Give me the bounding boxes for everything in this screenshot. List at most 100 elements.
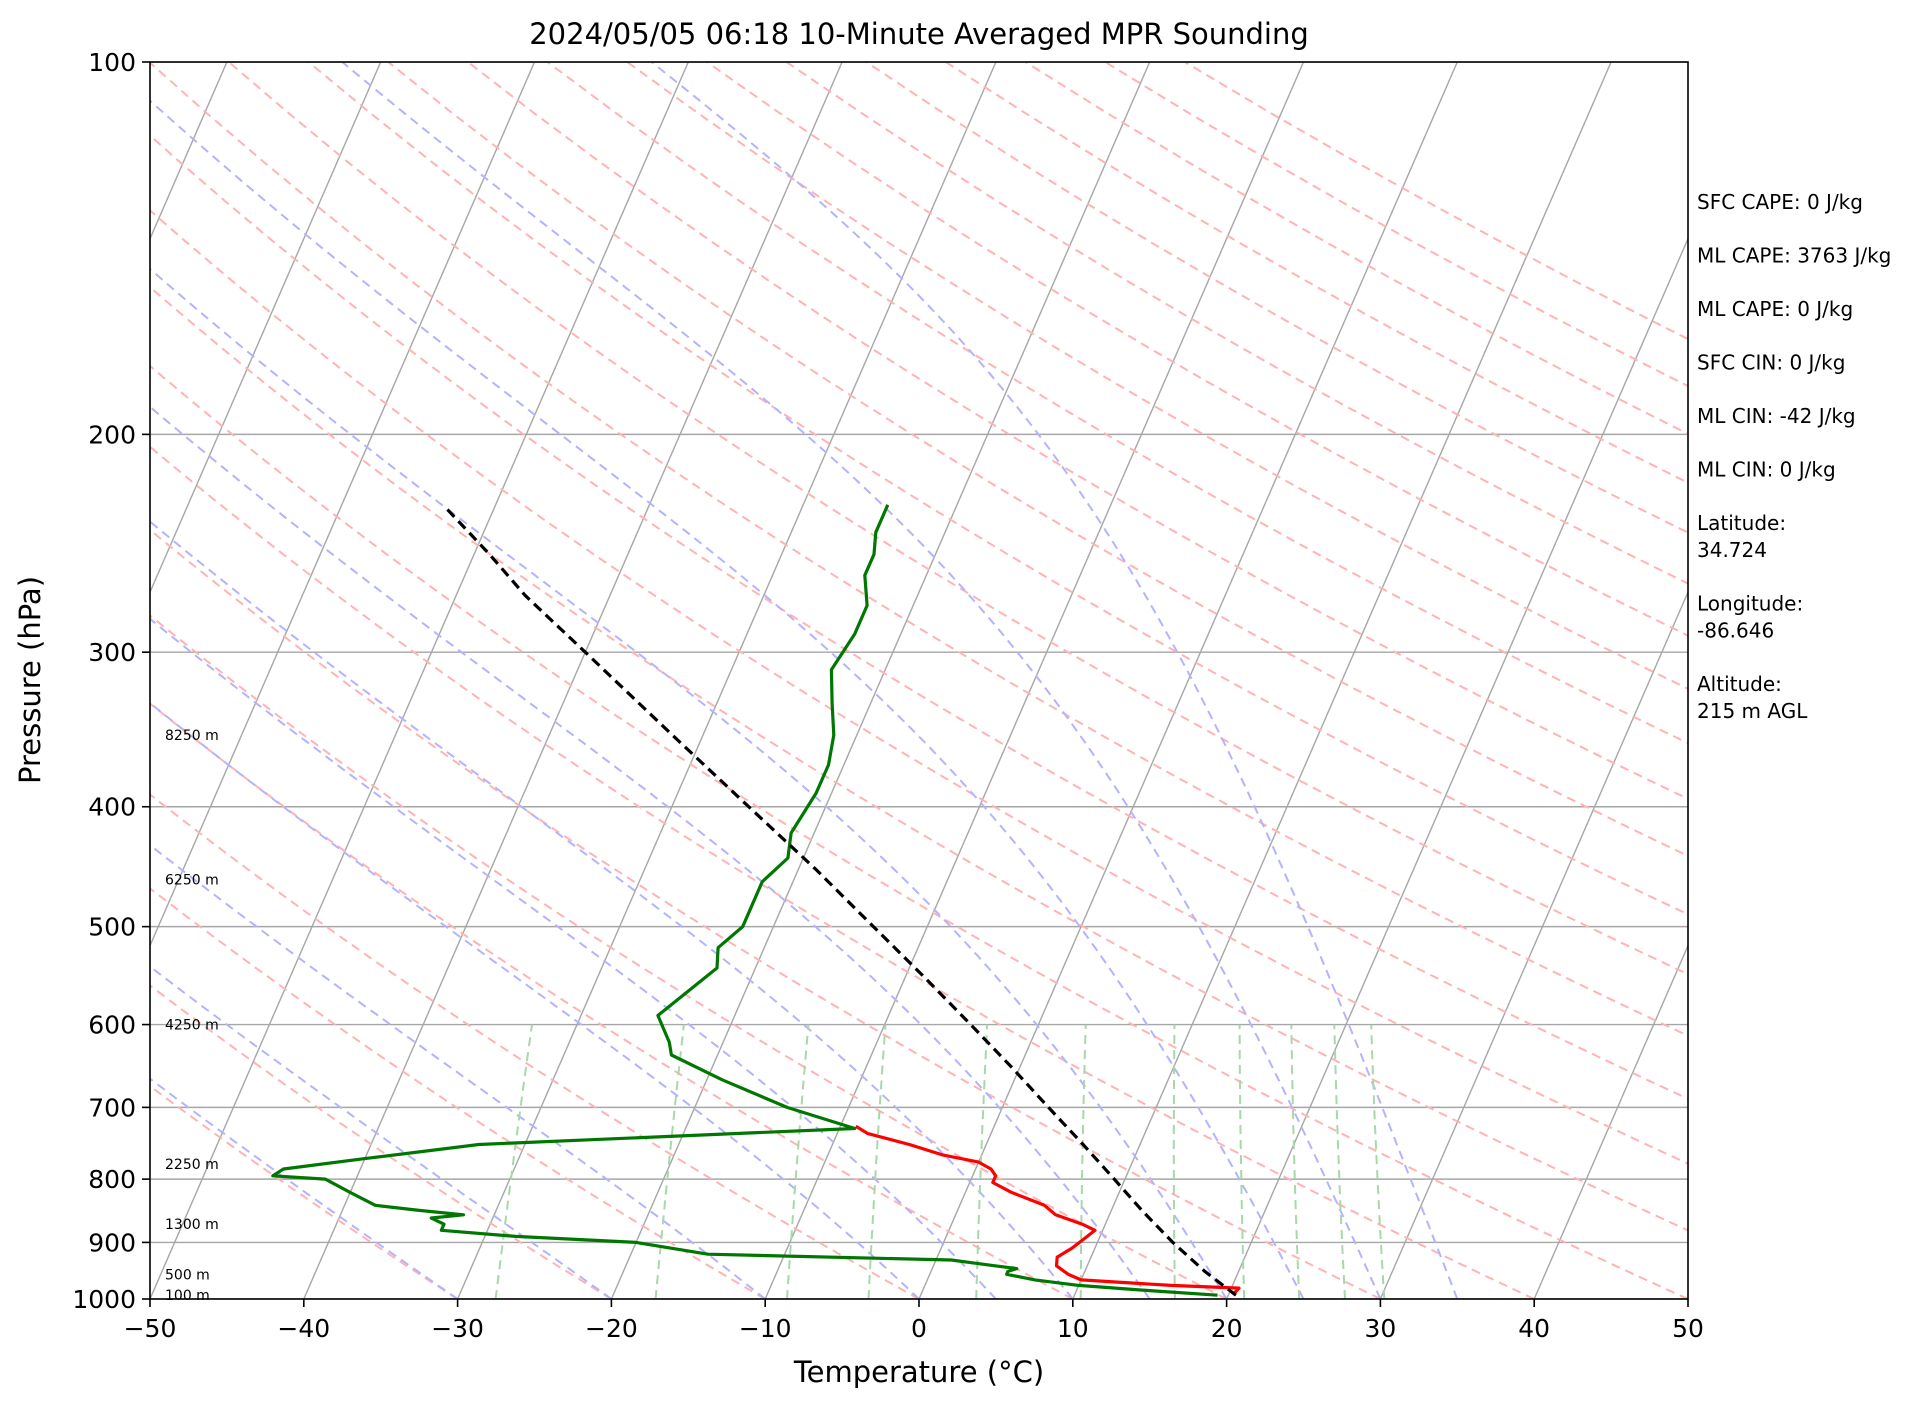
dry-adiabat — [150, 528, 1381, 1299]
moist-adiabat — [150, 965, 612, 1299]
info-line: Longitude: — [1697, 592, 1803, 616]
info-line: -86.646 — [1697, 619, 1774, 643]
mixing-ratio-line — [1333, 1024, 1346, 1299]
info-line: ML CAPE: 3763 J/kg — [1697, 244, 1891, 268]
info-line: Latitude: — [1697, 511, 1786, 535]
dry-adiabat — [785, 62, 1688, 585]
isotherm-line — [1225, 236, 1688, 1299]
moist-adiabat — [150, 843, 766, 1299]
y-axis-ticks: 100 200 300 400 500 600 700 800 900 1000 — [72, 48, 150, 1314]
y-tick-label: 200 — [88, 420, 136, 449]
dry-adiabat — [307, 62, 1688, 916]
mixing-ratio-line — [1172, 1024, 1176, 1299]
info-line: SFC CAPE: 0 J/kg — [1697, 190, 1863, 214]
mixing-ratio-line — [867, 1024, 887, 1299]
dry-adiabat — [150, 445, 1535, 1299]
y-tick-label: 400 — [88, 793, 136, 822]
isotherm-line — [764, 62, 1305, 1299]
y-tick-label: 900 — [88, 1228, 136, 1257]
dry-adiabat — [150, 134, 1688, 1100]
height-label: 100 m — [165, 1288, 210, 1304]
info-line: 34.724 — [1697, 538, 1767, 562]
y-tick-label: 100 — [88, 48, 136, 77]
isotherm-line — [303, 62, 843, 1299]
x-axis-ticks: −50 −40 −30 −20 −10 0 10 20 30 40 50 — [124, 1299, 1704, 1343]
y-tick-label: 700 — [88, 1093, 136, 1122]
isotherm-line — [150, 62, 689, 1299]
info-line: SFC CIN: 0 J/kg — [1697, 351, 1845, 375]
dry-adiabat — [150, 209, 1688, 1165]
dry-adiabat — [467, 62, 1688, 800]
isotherm-line — [456, 62, 997, 1299]
moist-adiabat — [150, 267, 1228, 1299]
isotherm-line — [150, 62, 536, 948]
height-label: 2250 m — [165, 1157, 219, 1173]
dry-adiabat — [150, 1084, 459, 1299]
x-tick-label: 20 — [1211, 1314, 1243, 1343]
x-tick-label: −50 — [124, 1314, 177, 1343]
x-tick-label: 30 — [1364, 1314, 1396, 1343]
dry-adiabat — [387, 62, 1688, 858]
dry-adiabat — [546, 62, 1688, 745]
y-tick-label: 600 — [88, 1011, 136, 1040]
height-label: 8250 m — [165, 728, 219, 744]
moist-adiabat — [150, 99, 1305, 1299]
moist-adiabat — [150, 520, 1074, 1299]
height-label: 4250 m — [165, 1018, 219, 1034]
x-tick-label: −20 — [585, 1314, 638, 1343]
x-tick-label: −10 — [739, 1314, 792, 1343]
x-tick-label: −40 — [277, 1314, 330, 1343]
moist-adiabat — [341, 62, 1382, 1299]
dry-adiabat — [150, 364, 1688, 1299]
x-tick-label: 40 — [1518, 1314, 1550, 1343]
moist-adiabat — [650, 62, 1459, 1299]
dry-adiabat — [626, 62, 1688, 690]
isotherm-line — [1072, 62, 1612, 1299]
isotherm-line — [1533, 943, 1688, 1299]
dry-adiabat — [706, 62, 1688, 637]
height-label: 6250 m — [165, 872, 219, 888]
moist-adiabat — [150, 701, 920, 1299]
info-line: 215 m AGL — [1697, 699, 1808, 723]
dry-adiabat — [150, 285, 1688, 1232]
mixing-ratio-line — [1290, 1024, 1301, 1299]
mixing-ratio-line — [1238, 1024, 1246, 1299]
isotherm-line — [918, 62, 1458, 1299]
x-tick-label: −30 — [431, 1314, 484, 1343]
dry-adiabat — [150, 793, 920, 1299]
parcel-profile — [446, 508, 1237, 1297]
moist-adiabat — [150, 1077, 459, 1299]
x-tick-label: 0 — [911, 1314, 927, 1343]
x-axis-label: Temperature (°C) — [793, 1355, 1044, 1389]
info-line: ML CIN: 0 J/kg — [1697, 458, 1836, 482]
height-label: 1300 m — [165, 1217, 219, 1233]
height-label: 500 m — [165, 1267, 210, 1283]
isotherm-line — [150, 62, 382, 594]
info-line: ML CAPE: 0 J/kg — [1697, 297, 1853, 321]
series-lines — [271, 504, 1241, 1297]
dry-adiabat — [150, 702, 1074, 1299]
mixing-ratio-line — [494, 1024, 533, 1299]
mixing-ratio-line — [654, 1024, 685, 1299]
dry-adiabat — [150, 887, 766, 1299]
info-line: ML CIN: -42 J/kg — [1697, 404, 1856, 428]
mixing-ratio-line — [786, 1024, 810, 1299]
isotherm-line — [1379, 590, 1688, 1299]
info-line: Altitude: — [1697, 672, 1782, 696]
y-tick-label: 1000 — [72, 1285, 136, 1314]
x-tick-label: 50 — [1672, 1314, 1704, 1343]
dry-adiabat — [150, 614, 1228, 1299]
y-tick-label: 800 — [88, 1165, 136, 1194]
y-tick-label: 500 — [88, 913, 136, 942]
height-labels: 8250 m 6250 m 4250 m 2250 m 1300 m 500 m 100 m — [165, 728, 219, 1304]
dry-adiabat — [228, 62, 1688, 976]
y-axis-label: Pressure (hPa) — [13, 576, 47, 784]
info-panel: SFC CAPE: 0 J/kg ML CAPE: 3763 J/kg ML CAP… — [1697, 190, 1891, 723]
mixing-ratio-line — [1079, 1024, 1087, 1299]
mixing-ratio-line — [1370, 1024, 1386, 1299]
x-tick-label: 10 — [1057, 1314, 1089, 1343]
background-lines — [150, 62, 1688, 1299]
moist-adiabat — [150, 617, 997, 1299]
y-tick-label: 300 — [88, 638, 136, 667]
